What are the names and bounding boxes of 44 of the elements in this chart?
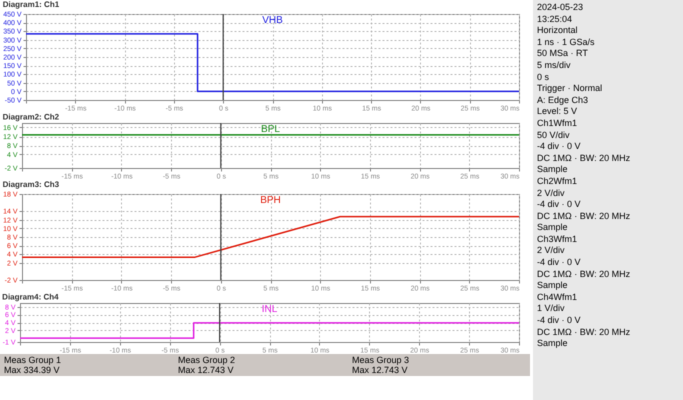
text: Ch1Wfm1 bbox=[537, 118, 578, 130]
text: 50 MSa · RT bbox=[537, 48, 589, 60]
text: Horizontal bbox=[537, 25, 579, 37]
text: 0 s bbox=[537, 72, 550, 84]
text: DC 1MΩ · BW: 20 MHz bbox=[537, 152, 632, 164]
series-label: INL bbox=[262, 304, 278, 315]
text: 1 ns · 1 GSa/s bbox=[537, 36, 596, 48]
text: Sample bbox=[537, 280, 569, 292]
text: VHB bbox=[262, 15, 284, 26]
text: 2 V/div bbox=[537, 188, 566, 200]
text: 2 V/div bbox=[537, 245, 566, 258]
text: Meas Group 3 bbox=[352, 355, 410, 365]
chart-title: Diagram3: Ch3 bbox=[2, 180, 60, 189]
text: 1 V/div bbox=[537, 303, 566, 316]
text: 13:25:04 bbox=[537, 14, 574, 26]
text: Sample bbox=[537, 222, 569, 234]
text: DC 1MΩ · BW: 20 MHz bbox=[537, 326, 632, 338]
chart-title: Diagram2: Ch2 bbox=[2, 112, 60, 122]
text: 50 V/div bbox=[537, 130, 571, 142]
text: Trigger · Normal bbox=[537, 83, 604, 95]
text: Sample bbox=[537, 338, 569, 350]
text: Sample bbox=[537, 164, 569, 176]
series-label: BPL bbox=[261, 124, 280, 135]
text: BPH bbox=[260, 195, 281, 206]
text: Ch3Wfm1 bbox=[537, 234, 578, 246]
text: Max 334.39 V bbox=[4, 365, 61, 375]
text: 2024-05-23 bbox=[537, 2, 584, 14]
text: DC 1MΩ · BW: 20 MHz bbox=[537, 268, 632, 280]
text: 5 ms/div bbox=[537, 60, 572, 72]
text: Meas Group 2 bbox=[178, 355, 236, 365]
text: Ch4Wfm1 bbox=[537, 292, 578, 304]
text: Max 12.743 V bbox=[178, 365, 235, 375]
text: -4 div · 0 V bbox=[537, 257, 582, 269]
text: Max 12.743 V bbox=[352, 365, 409, 375]
chart-title: Diagram4: Ch4 bbox=[2, 292, 60, 302]
text: -4 div · 0 V bbox=[537, 141, 582, 153]
text: -4 div · 0 V bbox=[537, 315, 582, 327]
text: -4 div · 0 V bbox=[537, 199, 582, 211]
text: DC 1MΩ · BW: 20 MHz bbox=[537, 210, 632, 222]
chart-title: Diagram1: Ch1 bbox=[2, 0, 60, 9]
text: Level: 5 V bbox=[537, 106, 578, 118]
text: Ch2Wfm1 bbox=[537, 176, 578, 188]
text: A: Edge Ch3 bbox=[537, 94, 590, 106]
text: Meas Group 1 bbox=[4, 355, 62, 365]
